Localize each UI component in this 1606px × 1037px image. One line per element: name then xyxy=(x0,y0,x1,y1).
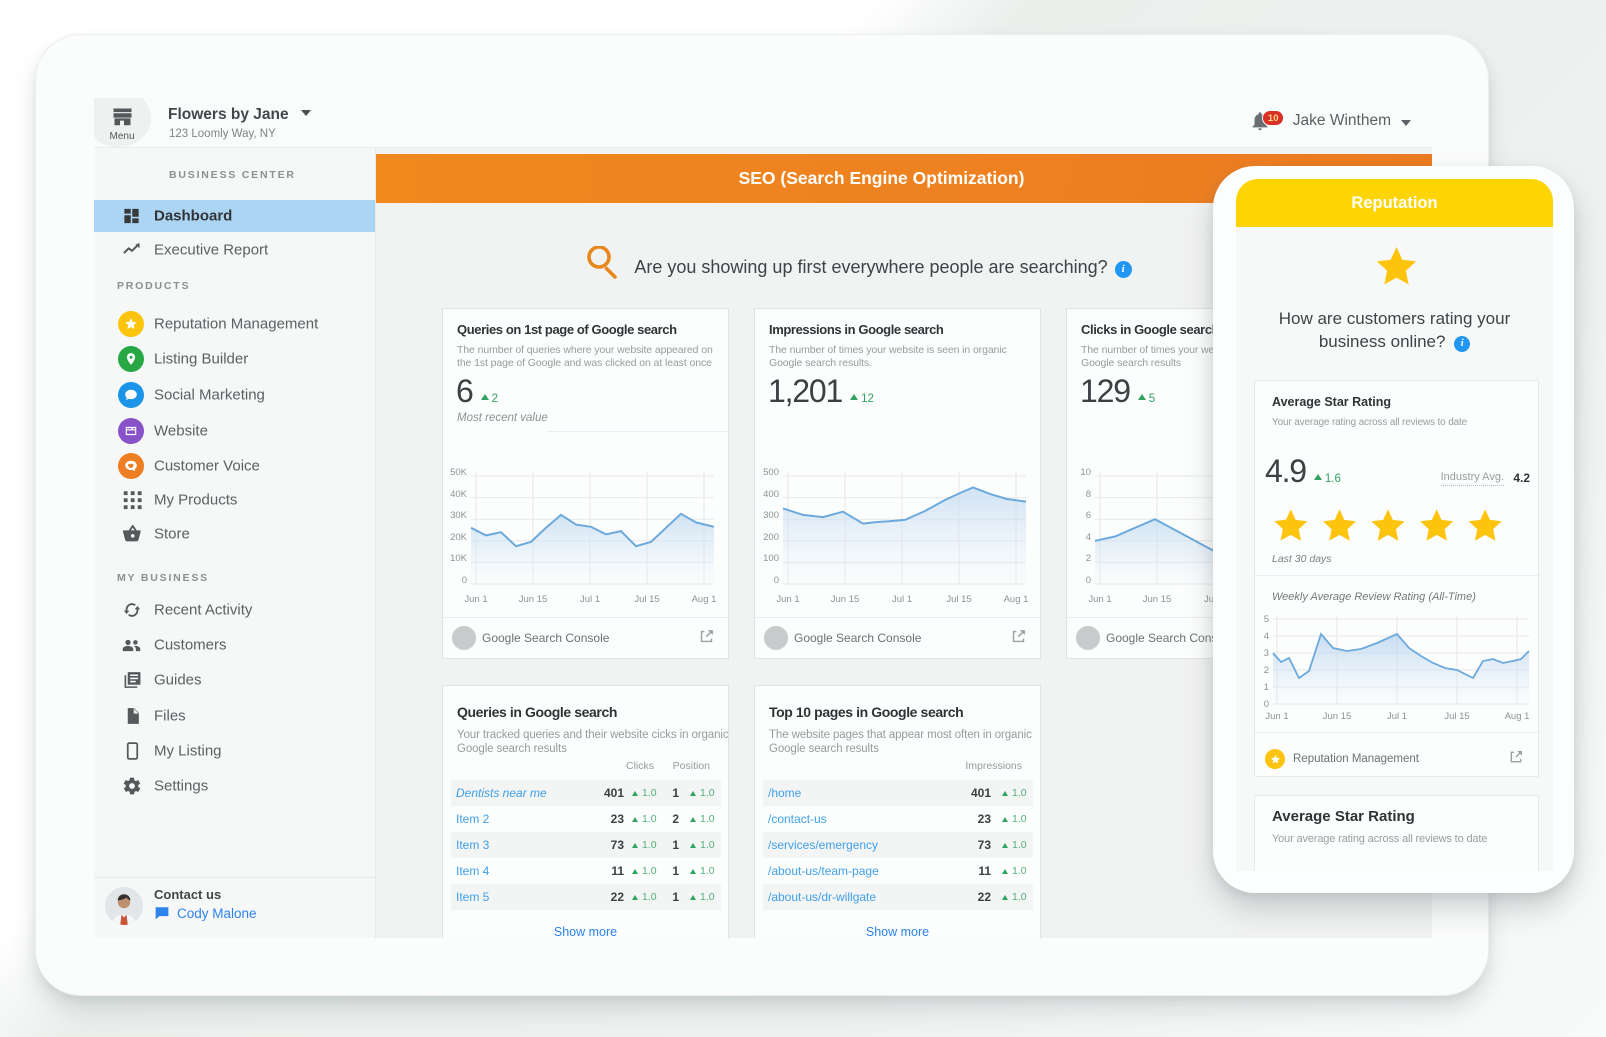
svg-text:3: 3 xyxy=(1264,648,1269,659)
svg-text:Jul 1: Jul 1 xyxy=(1387,711,1407,721)
svg-text:2: 2 xyxy=(1264,665,1269,676)
svg-text:Jul 15: Jul 15 xyxy=(946,594,971,605)
svg-text:20K: 20K xyxy=(450,532,468,543)
svg-text:Jul 1: Jul 1 xyxy=(892,594,912,605)
svg-text:1: 1 xyxy=(1264,682,1269,693)
svg-text:0: 0 xyxy=(462,575,467,586)
svg-text:Jun 15: Jun 15 xyxy=(831,594,860,605)
svg-text:Jul 1: Jul 1 xyxy=(580,594,600,605)
svg-text:Jul 15: Jul 15 xyxy=(634,594,659,605)
svg-text:0: 0 xyxy=(1086,575,1091,586)
svg-text:400: 400 xyxy=(763,489,779,500)
svg-text:Jul 15: Jul 15 xyxy=(1444,711,1469,721)
svg-text:Jun 1: Jun 1 xyxy=(776,594,799,605)
svg-text:Aug 1: Aug 1 xyxy=(1004,594,1029,605)
svg-text:Jun 1: Jun 1 xyxy=(464,594,487,605)
svg-text:10K: 10K xyxy=(450,553,468,564)
svg-text:6: 6 xyxy=(1086,510,1091,521)
svg-text:0: 0 xyxy=(774,575,779,586)
svg-text:300: 300 xyxy=(763,510,779,521)
svg-text:30K: 30K xyxy=(450,510,468,521)
svg-text:200: 200 xyxy=(763,532,779,543)
svg-text:500: 500 xyxy=(763,467,779,478)
svg-text:10: 10 xyxy=(1080,467,1091,478)
svg-text:2: 2 xyxy=(1086,553,1091,564)
svg-text:8: 8 xyxy=(1086,489,1091,500)
svg-text:Jun 1: Jun 1 xyxy=(1088,594,1111,605)
svg-text:Jun 1: Jun 1 xyxy=(1265,711,1288,721)
svg-text:Jun 15: Jun 15 xyxy=(519,594,548,605)
svg-text:0: 0 xyxy=(1264,699,1269,710)
svg-text:Jun 15: Jun 15 xyxy=(1323,711,1352,721)
svg-text:50K: 50K xyxy=(450,467,468,478)
svg-text:40K: 40K xyxy=(450,489,468,500)
svg-text:Jun 15: Jun 15 xyxy=(1143,594,1172,605)
svg-text:100: 100 xyxy=(763,553,779,564)
svg-text:5: 5 xyxy=(1264,614,1269,625)
svg-text:4: 4 xyxy=(1086,532,1091,543)
svg-text:Aug 1: Aug 1 xyxy=(692,594,717,605)
svg-text:Aug 1: Aug 1 xyxy=(1505,711,1530,721)
svg-text:4: 4 xyxy=(1264,631,1269,642)
